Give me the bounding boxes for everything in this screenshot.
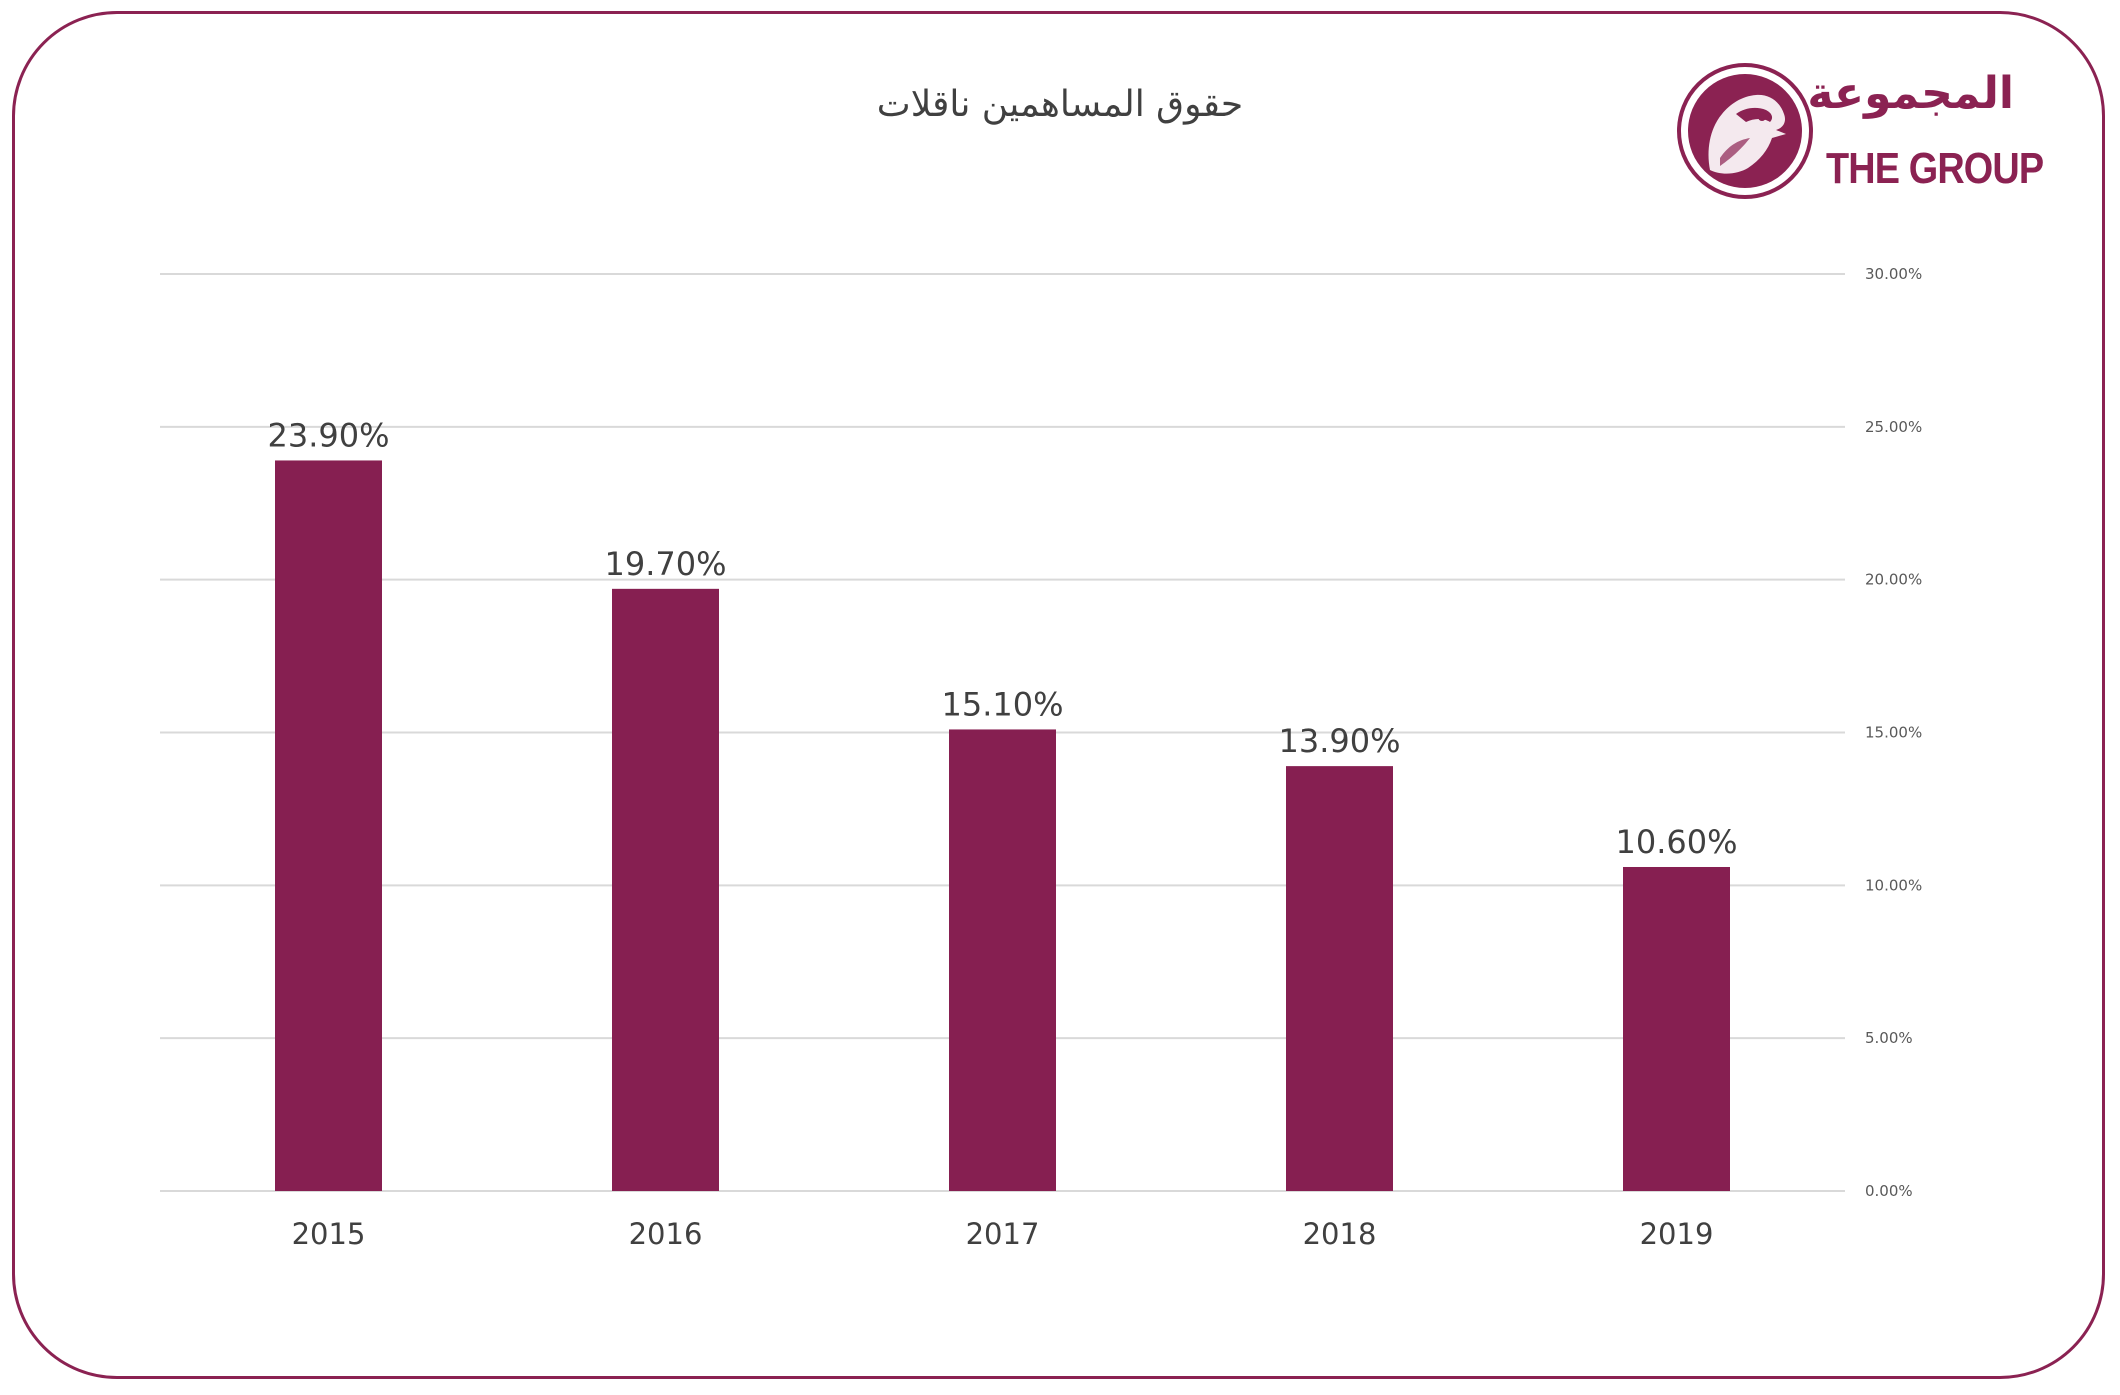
bar: [1623, 866, 1730, 1191]
data-labels: 23.90% 19.70% 15.10% 13.90% 10.60%: [267, 416, 1737, 861]
x-tick-label: 2019: [1640, 1217, 1714, 1251]
data-label: 10.60%: [1615, 823, 1737, 861]
bar: [612, 588, 719, 1191]
bars: [275, 460, 1730, 1191]
data-label: 15.10%: [941, 685, 1063, 723]
data-label: 23.90%: [267, 416, 389, 454]
data-label: 13.90%: [1278, 722, 1400, 760]
brand-name-arabic: المجموعة: [1807, 68, 2014, 119]
y-axis-ticks: 0.00% 5.00% 10.00% 15.00% 20.00% 25.00% 30.00%: [1865, 265, 1922, 1200]
x-tick-label: 2017: [966, 1217, 1040, 1251]
brand-logo: المجموعة THE GROUP: [1676, 62, 2044, 212]
x-axis-ticks: 2015 2016 2017 2018 2019: [292, 1217, 1714, 1251]
y-tick-label: 25.00%: [1865, 418, 1922, 436]
y-tick-label: 0.00%: [1865, 1182, 1913, 1200]
brand-name-english: THE GROUP: [1826, 144, 2044, 193]
y-tick-label: 20.00%: [1865, 571, 1922, 589]
bar: [1286, 766, 1393, 1191]
falcon-emblem-icon: [1677, 63, 1813, 199]
x-tick-label: 2018: [1303, 1217, 1377, 1251]
y-tick-label: 30.00%: [1865, 265, 1922, 283]
y-tick-label: 10.00%: [1865, 876, 1922, 894]
x-tick-label: 2015: [292, 1217, 366, 1251]
x-tick-label: 2016: [629, 1217, 703, 1251]
bar: [275, 460, 382, 1191]
chart-frame: [12, 11, 2105, 1379]
y-tick-label: 15.00%: [1865, 724, 1922, 742]
bar: [949, 729, 1056, 1191]
chart-title: حقوق المساهمين ناقلات: [876, 84, 1244, 125]
y-tick-label: 5.00%: [1865, 1029, 1913, 1047]
data-label: 19.70%: [604, 545, 726, 583]
